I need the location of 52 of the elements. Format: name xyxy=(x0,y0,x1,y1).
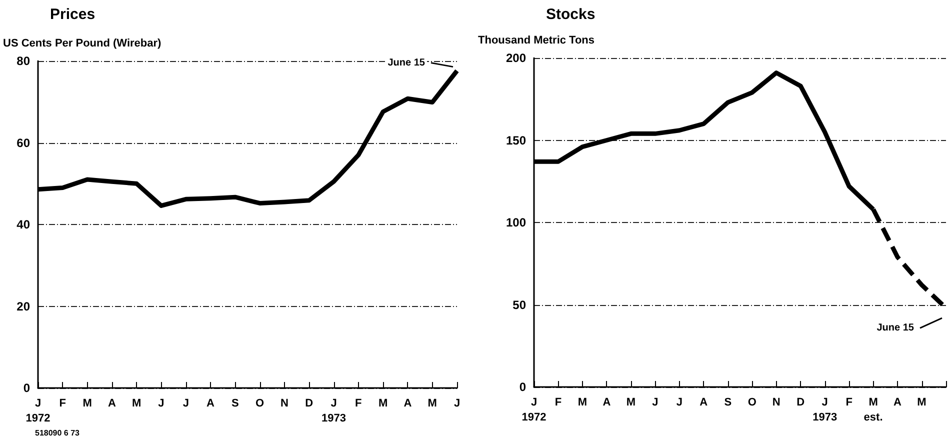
x-tick-label: D xyxy=(796,396,805,408)
x-tick-label: F xyxy=(59,398,66,410)
y-tick-label: 80 xyxy=(16,54,30,68)
x-tick-label: J 1973 xyxy=(322,398,346,424)
y-axis-title: US Cents Per Pound (Wirebar) xyxy=(3,38,162,50)
x-tick-label: O xyxy=(748,396,757,408)
x-tick-label: M est. xyxy=(864,396,883,424)
x-tick-label: A xyxy=(206,398,215,410)
y-tick-label: 100 xyxy=(506,216,526,230)
x-tick-label: M xyxy=(82,398,92,410)
x-tick-label: J xyxy=(652,396,658,408)
x-tick-label: N xyxy=(280,398,288,410)
y-tick-label: 40 xyxy=(16,218,30,232)
x-tick-label: F xyxy=(355,398,362,410)
y-tick-label: 0 xyxy=(519,380,526,394)
chart-title: Stocks xyxy=(546,6,596,23)
x-tick-label: J xyxy=(454,398,460,410)
annotation: June 15 xyxy=(876,322,914,334)
y-tick-label: 60 xyxy=(16,136,30,150)
y-axis-title: Thousand Metric Tons xyxy=(478,34,595,46)
x-tick-label: A xyxy=(404,398,412,410)
x-tick-label: J 1972 xyxy=(26,398,50,424)
x-tick-label: S xyxy=(232,398,239,410)
y-tick-label: 0 xyxy=(23,381,30,395)
annotation: June 15 xyxy=(388,57,426,68)
x-tick-label: M xyxy=(578,396,588,408)
x-tick-label: M xyxy=(917,396,926,408)
x-tick-label: M xyxy=(378,398,388,410)
x-tick-label: M xyxy=(132,398,142,410)
y-tick-label: 200 xyxy=(506,51,526,65)
y-tick-label: 50 xyxy=(512,298,526,312)
y-tick-label: 150 xyxy=(506,133,526,148)
x-tick-label: F xyxy=(554,396,562,408)
text: 518090 6 73 xyxy=(35,428,80,438)
y-tick-label: 20 xyxy=(16,299,30,314)
x-tick-label: M xyxy=(626,396,636,408)
x-tick-label: A xyxy=(700,396,708,408)
x-tick-label: M xyxy=(428,398,437,410)
x-tick-label: A xyxy=(894,396,902,408)
x-tick-label: A xyxy=(602,396,611,408)
x-tick-label: A xyxy=(108,398,116,410)
x-tick-label: D xyxy=(305,398,314,410)
x-tick-label: O xyxy=(256,398,265,410)
x-tick-label: J xyxy=(158,398,164,410)
x-tick-label: J xyxy=(676,396,682,408)
x-tick-label: S xyxy=(724,396,732,408)
chart-title: Prices xyxy=(50,6,96,23)
x-tick-label: J 1973 xyxy=(812,396,838,424)
x-tick-label: N xyxy=(772,396,780,408)
x-tick-label: F xyxy=(846,396,853,408)
x-tick-label: J 1972 xyxy=(522,396,546,424)
x-tick-label: J xyxy=(182,398,189,410)
